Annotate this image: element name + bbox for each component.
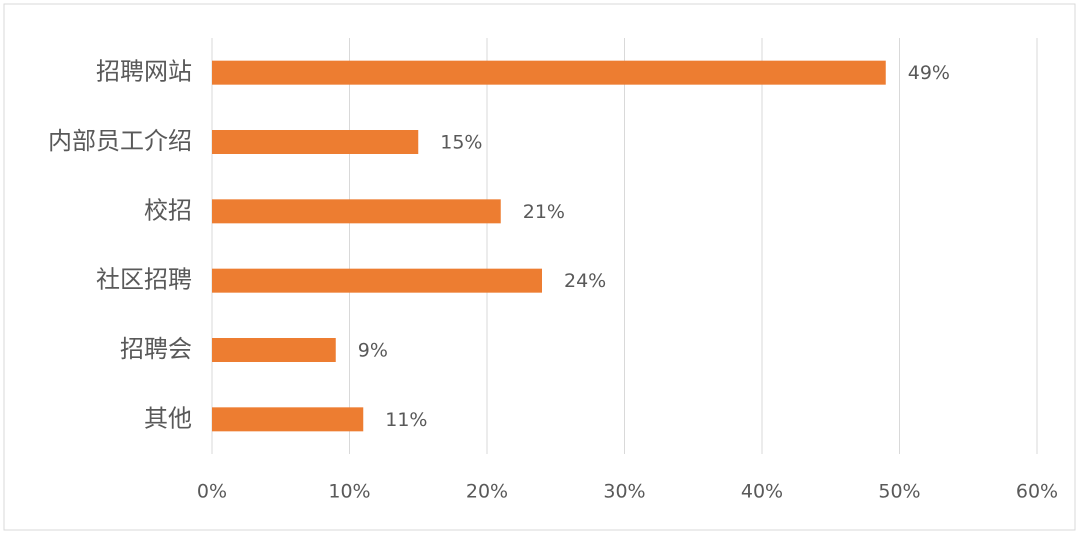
y-tick-label: 招聘会 — [120, 335, 192, 363]
data-label: 24% — [564, 270, 606, 292]
x-tick-label: 60% — [1016, 481, 1058, 503]
y-tick-label: 社区招聘 — [96, 266, 192, 294]
y-tick-label: 内部员工介绍 — [48, 127, 192, 155]
bar — [212, 338, 336, 362]
data-label: 15% — [440, 132, 482, 154]
data-label: 9% — [358, 340, 388, 362]
x-tick-label: 0% — [197, 481, 227, 503]
y-tick-label: 校招 — [144, 196, 192, 224]
bar — [212, 268, 542, 293]
data-label: 11% — [385, 409, 427, 431]
chart-border — [3, 3, 1076, 531]
x-tick-label: 50% — [878, 481, 920, 503]
y-tick-label: 其他 — [144, 404, 192, 432]
x-tick-label: 40% — [741, 481, 783, 503]
x-tick-label: 10% — [328, 481, 370, 503]
bar — [212, 199, 501, 224]
x-tick-label: 30% — [603, 481, 645, 503]
bar — [212, 60, 886, 85]
bar — [212, 407, 364, 432]
data-label: 21% — [523, 201, 565, 223]
data-label: 49% — [908, 62, 950, 84]
x-tick-label: 20% — [466, 481, 508, 503]
y-tick-label: 招聘网站 — [96, 58, 192, 86]
bar — [212, 130, 419, 154]
